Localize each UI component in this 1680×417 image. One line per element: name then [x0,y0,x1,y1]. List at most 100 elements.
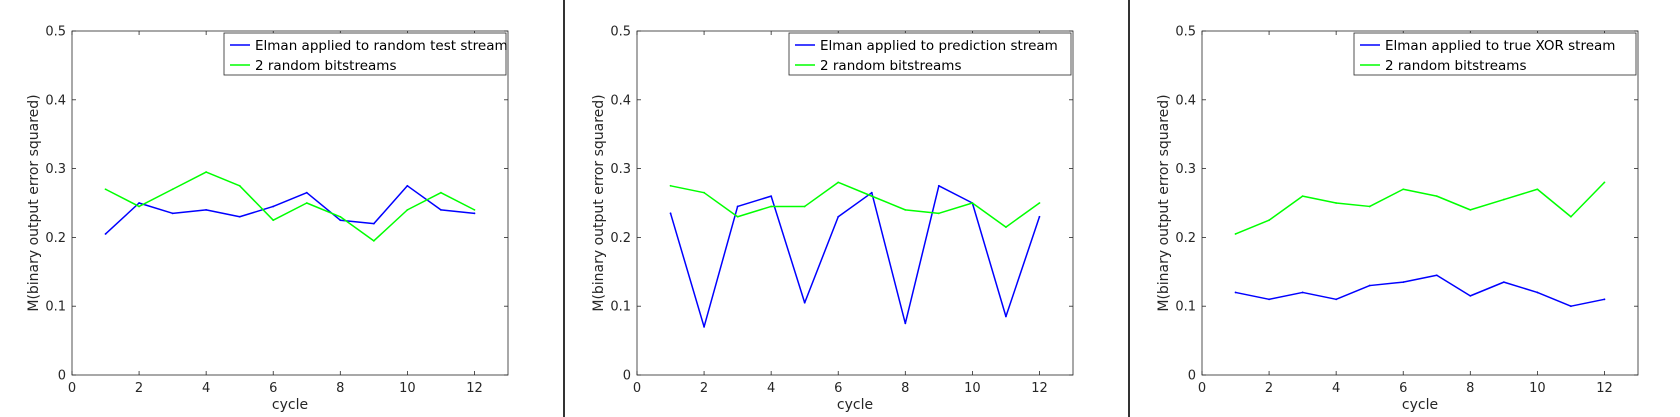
y-tick-label: 0.2 [1175,231,1196,246]
data-point [1335,202,1338,204]
data-point [238,184,241,187]
legend-box [1353,32,1637,76]
data-point [1603,298,1606,301]
x-tick-label: 0 [68,381,76,396]
y-tick-label: 0.3 [45,162,66,177]
x-tick-label: 6 [269,381,277,396]
x-tick-label: 2 [135,381,143,396]
data-point [703,191,705,194]
legend-box [788,32,1072,76]
data-point [669,184,672,187]
data-point [837,215,840,218]
y-tick-label: 0 [58,369,66,384]
data-point [171,212,174,215]
series-line-0 [669,185,1041,328]
x-tick-label: 6 [1399,381,1407,396]
data-point [1301,195,1304,198]
x-tick-label: 6 [834,381,842,396]
data-point [1368,205,1371,208]
data-point [1368,284,1371,287]
x-tick-label: 2 [700,381,708,396]
y-tick-label: 0 [1188,369,1196,384]
y-tick-label: 0.5 [610,25,631,40]
panel-divider [1128,0,1130,417]
x-tick-label: 4 [202,381,210,396]
data-point [1268,219,1270,222]
data-point [803,205,806,208]
data-point [473,212,476,215]
data-point [1502,281,1505,284]
data-point [1234,291,1237,294]
x-tick-label: 12 [1596,381,1613,396]
data-point [1234,233,1237,235]
data-point [238,215,241,218]
data-point [1570,305,1572,308]
data-point [803,301,806,304]
legend-entry: Elman applied to random test stream [255,38,508,54]
data-point [1038,202,1041,204]
x-tick-label: 10 [399,381,416,396]
y-tick-label: 0.1 [610,300,631,315]
legend-entry: Elman applied to prediction stream [820,38,1058,54]
x-tick-label: 4 [1332,381,1340,396]
data-point [1536,188,1539,191]
data-point [473,208,476,211]
data-point [305,191,308,194]
x-tick-label: 10 [1529,381,1546,396]
data-point [669,212,672,215]
legend-entry: 2 random bitstreams [255,58,397,74]
data-point [870,195,873,198]
axes-box [71,30,509,376]
y-tick-label: 0 [623,369,631,384]
data-point [104,188,107,191]
data-point [1469,208,1472,211]
data-point [138,202,140,204]
x-tick-label: 8 [336,381,344,396]
data-point [406,184,409,187]
y-tick-label: 0.5 [1175,25,1196,40]
data-point [1301,291,1304,294]
y-tick-label: 0.1 [45,300,66,315]
data-point [971,202,974,204]
y-tick-label: 0.2 [610,231,631,246]
data-point [770,195,773,198]
data-point [904,322,907,325]
data-point [1603,181,1606,184]
data-point [372,222,375,225]
series-line-1 [670,181,1040,228]
legend-entry: 2 random bitstreams [820,58,962,74]
data-point [1402,281,1405,284]
data-point [339,215,342,218]
x-axis-label: cycle [837,397,873,413]
x-tick-label: 4 [767,381,775,396]
y-tick-label: 0.2 [45,231,66,246]
data-point [305,202,308,204]
data-point [205,208,208,211]
data-point [205,171,208,173]
data-point [837,181,840,184]
panel-divider [563,0,565,417]
data-point [272,219,275,222]
data-point [1570,215,1572,218]
data-point [138,205,140,208]
y-axis-label: M(binary output error squared) [591,94,607,311]
data-point [1502,198,1505,201]
data-point [1335,298,1338,301]
chart-random-test-stream: 0 0.1 0.2 0.3 0.4 0.5 0 2 4 6 8 10 12 cycle M(binary o… [26,25,509,413]
data-point [937,212,940,215]
data-point [1536,291,1539,294]
data-point [736,215,739,218]
data-point [1005,226,1007,228]
chart-prediction-stream: 0 0.1 0.2 0.3 0.4 0.5 0 2 4 6 8 10 12 cycle M(binary o… [591,25,1074,413]
data-point [171,188,174,191]
data-point [104,233,107,235]
data-point [736,205,739,208]
y-tick-label: 0.3 [610,162,631,177]
series-line-0 [105,185,475,235]
data-point [904,208,907,211]
data-point [272,205,275,208]
series-line-1 [105,171,475,242]
data-point [1268,298,1270,301]
data-point [1402,188,1405,191]
